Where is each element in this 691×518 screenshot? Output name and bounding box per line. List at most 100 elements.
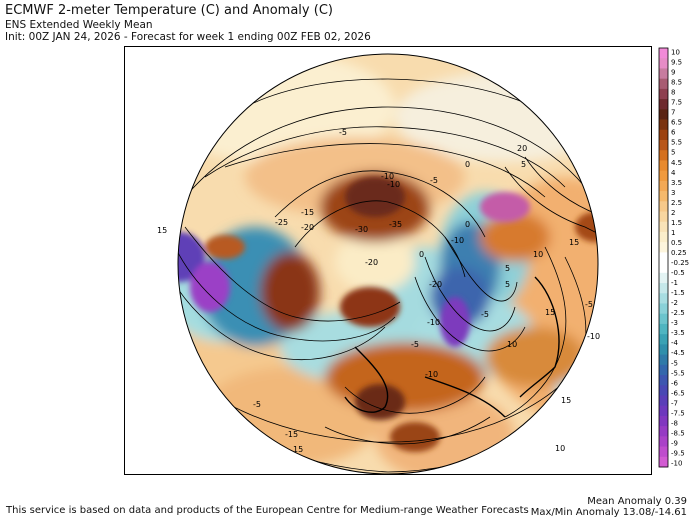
colorbar-cell (659, 375, 668, 386)
colorbar-cell (659, 364, 668, 376)
colorbar-cell (659, 109, 668, 120)
colorbar-cell (659, 160, 668, 172)
colorbar-tick-label: 1.5 (671, 219, 682, 227)
map-disc-border (177, 53, 599, 474)
contour-value-label: 15 (157, 226, 167, 235)
contour-value-label: 15 (569, 238, 579, 247)
contour-value-label: -10 (387, 180, 400, 189)
colorbar-tick-label: -7 (671, 399, 678, 407)
colorbar-cell (659, 334, 668, 345)
colorbar-tick-label: 4.5 (671, 159, 682, 167)
colorbar-cell (659, 211, 668, 223)
colorbar-cell (659, 344, 668, 355)
contour-value-label: 10 (507, 340, 517, 349)
contour-value-label: -5 (411, 340, 419, 349)
contour-value-label: -5 (585, 300, 593, 309)
contour-value-label: -35 (389, 220, 402, 229)
colorbar-tick-label: 0.25 (671, 249, 687, 257)
colorbar-cell (659, 242, 668, 253)
contour-value-label: -5 (481, 310, 489, 319)
contour-value-label: 20 (517, 144, 527, 153)
colorbar-cell (659, 129, 668, 141)
colorbar-cell (659, 88, 668, 100)
init-forecast-line: Init: 00Z JAN 24, 2026 - Forecast for we… (5, 31, 371, 43)
contour-value-label: -10 (451, 236, 464, 245)
contour-value-label: -10 (425, 370, 438, 379)
contour-value-label: -20 (429, 280, 442, 289)
anomaly-field (178, 54, 598, 474)
colorbar-cell (659, 283, 668, 294)
colorbar-tick-label: 3.5 (671, 179, 682, 187)
contour-value-label: -25 (275, 218, 288, 227)
colorbar-cell (659, 99, 668, 110)
colorbar-cell (659, 436, 668, 447)
contour-value-label: 10 (555, 444, 565, 453)
colorbar-cell (659, 405, 668, 417)
contour-value-label: 5 (521, 160, 526, 169)
colorbar-cell (659, 201, 668, 212)
map-panel: -5 -10 -15 -20 -25 -30 -35 -10 -5 15 -20 -10 0 5 -5 10 -… (124, 46, 652, 475)
colorbar-cell (659, 139, 668, 151)
contour-value-label: -10 (381, 172, 394, 181)
colorbar-cell (659, 252, 668, 264)
contour-value-label: 10 (533, 250, 543, 259)
colorbar-tick-label: 10 (671, 49, 680, 57)
contour-value-label: -5 (339, 128, 347, 137)
colorbar-tick-label: 8.5 (671, 79, 682, 87)
contour-value-label: -20 (365, 258, 378, 267)
contour-value-label: 15 (561, 396, 571, 405)
colorbar-cell (659, 180, 668, 192)
colorbar-tick-label: -2 (671, 299, 678, 307)
colorbar-cell (659, 119, 668, 131)
contour-value-label: -10 (427, 318, 440, 327)
colorbar-tick-label: -10 (671, 460, 682, 468)
colorbar-cell (659, 415, 668, 427)
colorbar-tick-label: -5 (671, 359, 678, 367)
colorbar-tick-label: -0.5 (671, 269, 685, 277)
colorbar-cell (659, 426, 668, 437)
polar-map: -5 -10 -15 -20 -25 -30 -35 -10 -5 15 -20 -10 0 5 -5 10 -… (157, 53, 600, 474)
colorbar-cell (659, 191, 668, 202)
colorbar-tick-label: -6.5 (671, 389, 685, 397)
colorbar-cell (659, 262, 668, 274)
chart-title: ECMWF 2-meter Temperature (C) and Anomal… (5, 3, 333, 18)
colorbar-cell (659, 385, 668, 396)
anomaly-colorbar: 10 9.5 9 8.5 8 7.5 7 6.5 6 5.5 5 4.5 4 3.5 3 2.5 2 1.5 1 0.… (658, 46, 691, 470)
colorbar-cell (659, 323, 668, 335)
contour-value-label: 5 (505, 280, 510, 289)
contour-value-label: -30 (355, 225, 368, 234)
colorbar-tick-label: 8 (671, 89, 675, 97)
colorbar-tick-label: 1 (671, 229, 675, 237)
colorbar-tick-label: -1 (671, 279, 678, 287)
contour-value-label: 0 (419, 250, 424, 259)
contour-value-label: 0 (465, 160, 470, 169)
colorbar-tick-label: 4 (671, 169, 676, 177)
colorbar-tick-label: -9.5 (671, 449, 685, 457)
maxmin-anomaly-readout: Max/Min Anomaly 13.08/-14.61 (530, 507, 687, 518)
contour-value-label: -20 (301, 223, 314, 232)
colorbar-tick-label: 9 (671, 69, 675, 77)
colorbar-cell (659, 150, 668, 161)
colorbar-cell (659, 68, 668, 80)
colorbar-tick-label: 2.5 (671, 199, 682, 207)
colorbar-cell (659, 58, 668, 69)
colorbar-tick-label: -7.5 (671, 409, 685, 417)
colorbar-graphic: 10 9.5 9 8.5 8 7.5 7 6.5 6 5.5 5 4.5 4 3.5 3 2.5 2 1.5 1 0.… (658, 47, 689, 468)
colorbar-cell (659, 221, 668, 233)
coastlines (344, 276, 560, 418)
colorbar-tick-label: 6.5 (671, 119, 682, 127)
colorbar-tick-label: -4 (671, 339, 679, 347)
colorbar-tick-label: 5 (671, 149, 675, 157)
colorbar-cell (659, 456, 668, 468)
chart-subtitle: ENS Extended Weekly Mean (5, 19, 153, 31)
colorbar-tick-label: -8.5 (671, 429, 685, 437)
contour-value-label: -10 (587, 332, 600, 341)
colorbar-tick-label: -5.5 (671, 369, 685, 377)
contour-value-label: -15 (285, 430, 298, 439)
contour-value-label: -5 (430, 176, 438, 185)
colorbar-cell (659, 303, 668, 315)
colorbar-tick-label: -0.25 (671, 259, 689, 267)
colorbar-tick-label: -1.5 (671, 289, 685, 297)
contour-value-label: 5 (505, 264, 510, 273)
colorbar-cell (659, 272, 668, 284)
